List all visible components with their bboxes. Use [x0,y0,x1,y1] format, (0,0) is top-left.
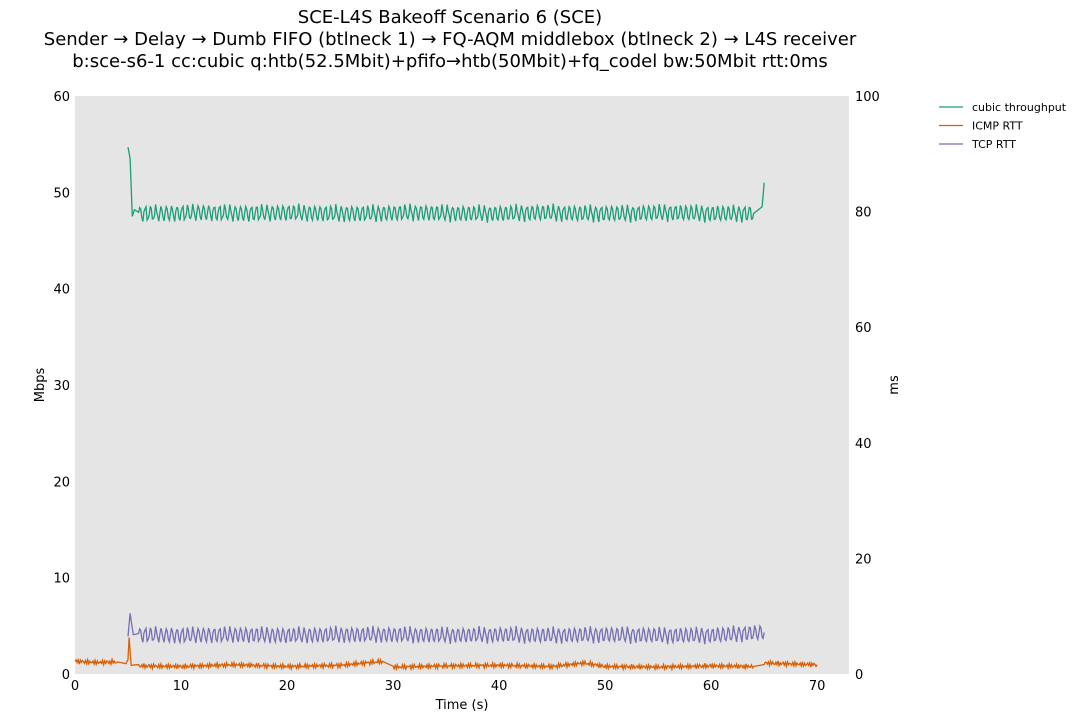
x-tick-label: 0 [71,679,79,694]
series-lines [74,146,818,672]
y-right-tick-label: 20 [855,552,872,567]
y-right-tick-label: 40 [855,437,872,452]
x-tick-label: 50 [597,679,614,694]
y-left-tick-label: 0 [62,668,70,683]
y-left-tick-label: 20 [53,475,70,490]
chart-title-line-2: Sender → Delay → Dumb FIFO (btlneck 1) →… [43,29,857,50]
chart-title-line-1: SCE-L4S Bakeoff Scenario 6 (SCE) [297,7,603,28]
y-right-tick-label: 80 [855,206,872,221]
series-line-cubic-throughput [127,146,765,223]
y-right-tick-label: 100 [855,90,880,105]
y-left-tick-label: 50 [53,186,70,201]
y-left-tick-label: 40 [53,283,70,298]
x-tick-label: 30 [385,679,402,694]
y-axis-left-ticks: 0 10 20 30 40 50 60 [53,90,70,683]
y-left-tick-label: 10 [53,572,70,587]
series-line-tcp-rtt [127,613,765,645]
x-axis-ticks: 0 10 20 30 40 50 60 70 [71,679,826,694]
legend-entry-label: cubic throughput [972,101,1067,114]
x-axis-label: Time (s) [435,698,489,713]
x-tick-label: 60 [703,679,720,694]
y-left-tick-label: 30 [53,379,70,394]
legend-entry-label: ICMP RTT [972,120,1023,133]
y-right-tick-label: 60 [855,321,872,336]
y-left-tick-label: 60 [53,90,70,105]
y-axis-right-label: ms [887,375,902,395]
y-axis-right-ticks: 0 20 40 60 80 100 [855,90,880,683]
chart-title-line-3: b:sce-s6-1 cc:cubic q:htb(52.5Mbit)+pfif… [72,51,828,72]
plot-area [75,96,849,674]
y-right-tick-label: 0 [855,668,863,683]
x-tick-label: 10 [173,679,190,694]
legend: cubic throughput ICMP RTT TCP RTT [939,101,1067,151]
x-tick-label: 40 [491,679,508,694]
x-tick-label: 70 [809,679,826,694]
y-axis-left-label: Mbps [33,368,48,403]
x-tick-label: 20 [279,679,296,694]
legend-entry-label: TCP RTT [971,138,1016,151]
series-line-icmp-rtt [74,637,818,672]
